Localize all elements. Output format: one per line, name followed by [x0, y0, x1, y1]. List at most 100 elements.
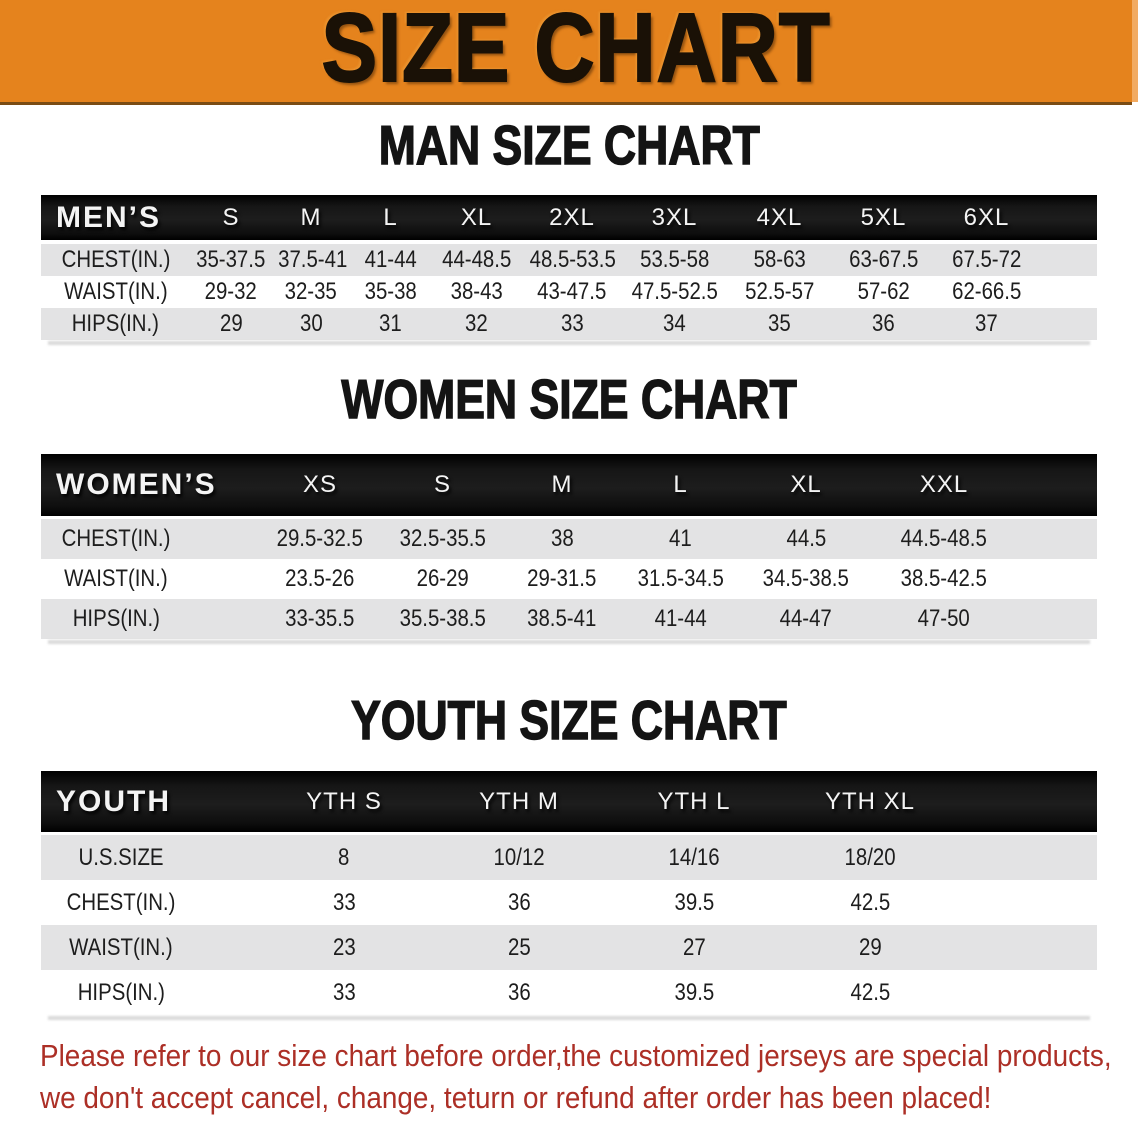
heading-man-size-chart: MAN SIZE CHART	[378, 114, 760, 176]
women-size-col: S	[382, 454, 503, 516]
cell: 42.5	[850, 888, 890, 916]
cell: 57-62	[857, 278, 910, 305]
cell: 41	[621, 519, 740, 559]
gap-row	[41, 516, 1097, 519]
cell: 44-47	[740, 599, 872, 639]
row-label: WAIST(IN.)	[64, 565, 168, 592]
cell: 44-48.5	[431, 244, 522, 276]
cell: 42.5	[850, 978, 890, 1006]
gap-cell	[201, 925, 256, 970]
cell: 36	[507, 978, 531, 1006]
men-size-col: 6XL	[935, 195, 1038, 240]
cell: 29-32	[204, 278, 258, 305]
page-title: SIZE CHART	[321, 0, 831, 102]
row-label: WAIST(IN.)	[41, 925, 201, 970]
cell: 34.5-38.5	[762, 565, 850, 592]
gap-cell	[191, 599, 258, 639]
youth-size-table: YOUTH YTH S YTH M YTH L YTH XL U.S.SIZE …	[41, 771, 1097, 1015]
spacer-cell	[1038, 195, 1097, 240]
cell: 35.5-38.5	[382, 599, 503, 639]
women-waist-row: WAIST(IN.) 23.5-26 26-29 29-31.5 31.5-34…	[41, 559, 1097, 599]
gap-cell	[191, 559, 258, 599]
youth-waist-row: WAIST(IN.) 23 25 27 29	[41, 925, 1097, 970]
gap-cell	[201, 970, 256, 1015]
cell: 44.5	[740, 519, 872, 559]
heading-youth-size-chart: YOUTH SIZE CHART	[351, 689, 788, 751]
cell: 33	[522, 308, 622, 340]
cell: 43-47.5	[537, 278, 607, 305]
gap-cell	[201, 880, 256, 925]
row-label: HIPS(IN.)	[77, 978, 165, 1006]
row-label: WAIST(IN.)	[63, 278, 168, 305]
spacer-cell	[958, 835, 1097, 880]
women-hips-row: HIPS(IN.) 33-35.5 35.5-38.5 38.5-41 41-4…	[41, 599, 1097, 639]
cell: 38.5-41	[503, 599, 621, 639]
cell: 33-35.5	[258, 599, 382, 639]
youth-size-col: YTH L	[606, 771, 782, 832]
banner: SIZE CHART	[0, 0, 1138, 105]
women-size-col: L	[621, 454, 740, 516]
cell: 31	[350, 308, 431, 340]
gap-row	[41, 240, 1097, 244]
cell: 52.5-57	[744, 278, 815, 305]
cell: 34	[622, 308, 727, 340]
cell: 38	[503, 519, 621, 559]
cell: 25	[432, 925, 606, 970]
men-size-col: 3XL	[622, 195, 727, 240]
spacer-cell	[958, 771, 1097, 832]
cell: 36	[507, 888, 531, 916]
youth-size-col: YTH S	[256, 771, 432, 832]
cell: 39.5	[674, 888, 714, 916]
cell: 38.5-42.5	[900, 565, 988, 592]
men-size-col: S	[190, 195, 272, 240]
spacer-cell	[1016, 519, 1097, 559]
cell: 63-67.5	[832, 244, 935, 276]
spacer-cell	[1016, 599, 1097, 639]
gap-cell	[191, 454, 258, 516]
gap-cell	[201, 835, 256, 880]
cell: 37	[935, 308, 1038, 340]
cell: 29-31.5	[527, 565, 597, 592]
spacer-cell	[1038, 244, 1097, 276]
row-label: CHEST(IN.)	[41, 244, 190, 276]
spacer-cell	[1016, 559, 1097, 599]
row-label: HIPS(IN.)	[41, 308, 190, 340]
men-group-label: MEN’S	[41, 195, 190, 240]
men-size-col: 5XL	[832, 195, 935, 240]
cell: 33	[332, 888, 356, 916]
youth-group-label: YOUTH	[41, 771, 201, 832]
cell: 35-37.5	[190, 244, 272, 276]
cell: 38-43	[450, 278, 503, 305]
gap-cell	[201, 771, 256, 832]
cell: 31.5-34.5	[637, 565, 724, 592]
disclaimer-line2: we don't accept cancel, change, teturn o…	[40, 1080, 992, 1115]
cell: 37.5-41	[272, 244, 350, 276]
spacer-cell	[958, 970, 1097, 1015]
row-label: CHEST(IN.)	[41, 519, 191, 559]
cell: 47.5-52.5	[631, 278, 718, 305]
men-hips-row: HIPS(IN.) 29 30 31 32 33 34 35 36 37	[41, 308, 1097, 340]
women-size-col: XL	[740, 454, 872, 516]
cell: 32.5-35.5	[382, 519, 503, 559]
banner-right-edge	[1132, 0, 1138, 105]
men-size-col: 2XL	[522, 195, 622, 240]
cell: 53.5-58	[622, 244, 727, 276]
cell: 35-38	[364, 278, 417, 305]
table-bottom-shadow	[48, 640, 1090, 644]
disclaimer: Please refer to our size chart before or…	[40, 1035, 1138, 1119]
cell: 26-29	[416, 565, 469, 592]
cell: 29	[782, 925, 958, 970]
spacer-cell	[958, 925, 1097, 970]
cell: 29.5-32.5	[258, 519, 382, 559]
women-group-label: WOMEN’S	[41, 454, 215, 516]
cell: 41-44	[350, 244, 431, 276]
youth-size-col: YTH M	[432, 771, 606, 832]
table-bottom-shadow	[48, 341, 1090, 345]
cell: 48.5-53.5	[522, 244, 622, 276]
cell: 58-63	[727, 244, 832, 276]
table-bottom-shadow	[48, 1016, 1090, 1020]
men-size-table: MEN’S S M L XL 2XL 3XL 4XL 5XL 6XL CHEST…	[41, 195, 1097, 340]
row-label: HIPS(IN.)	[41, 599, 191, 639]
men-size-col: M	[272, 195, 350, 240]
